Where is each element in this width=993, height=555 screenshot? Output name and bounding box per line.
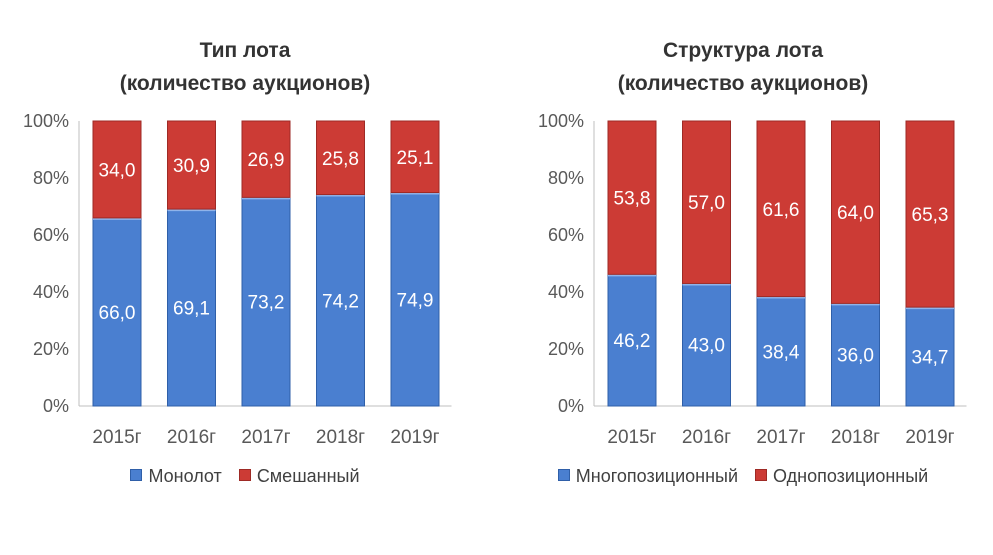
data-label: 65,3: [912, 205, 949, 226]
bar-segment: [607, 273, 657, 407]
data-label: 25,8: [322, 149, 359, 170]
y-tick-label: 60%: [33, 225, 69, 245]
bar-segment: [390, 120, 440, 194]
legend-item-mixed: Смешанный: [238, 466, 360, 487]
data-label: 53,8: [614, 189, 651, 210]
data-label: 30,9: [173, 156, 210, 177]
x-tick-label: 2015г: [92, 427, 141, 448]
y-tick-label: 0%: [43, 396, 69, 416]
bar-segment: [756, 120, 806, 298]
bar-segment: [92, 217, 142, 407]
y-tick-label: 80%: [548, 168, 584, 188]
chart-title: Структура лота (количество аукционов): [498, 34, 988, 100]
y-tick-label: 0%: [558, 396, 584, 416]
x-tick-label: 2018г: [316, 427, 365, 448]
chart-title: Тип лота (количество аукционов): [0, 34, 490, 100]
x-tick-label: 2017г: [241, 427, 290, 448]
bar-segment: [241, 120, 291, 198]
data-label: 46,2: [614, 331, 651, 352]
legend-label: Многопозиционный: [575, 466, 739, 486]
legend-label: Однопозиционный: [773, 466, 929, 486]
data-label: 43,0: [688, 336, 725, 357]
data-label: 69,1: [173, 299, 210, 320]
y-tick-label: 40%: [548, 282, 584, 302]
x-tick-label: 2019г: [390, 427, 439, 448]
bar-segment: [390, 192, 440, 407]
x-tick-label: 2017г: [756, 427, 805, 448]
data-label: 34,7: [912, 348, 949, 369]
bar-segment: [92, 120, 142, 219]
chart-legend: Многопозиционный Однопозиционный: [498, 466, 988, 487]
y-tick-label: 100%: [538, 111, 584, 131]
data-label: 34,0: [99, 160, 136, 181]
chart-lot-structure: Структура лота (количество аукционов) 0%…: [498, 0, 988, 555]
bar-segment: [905, 306, 955, 407]
legend-swatch-red: [755, 469, 768, 481]
legend-label: Смешанный: [256, 466, 360, 486]
data-label: 74,9: [397, 290, 434, 311]
chart-title-line1: Структура лота: [662, 39, 824, 62]
bar-segment: [682, 120, 731, 284]
chart-lot-type: Тип лота (количество аукционов) 0% 20% 40%…: [0, 0, 490, 555]
legend-item-monolot: Монолот: [130, 466, 222, 487]
chart-plot: 0% 20% 40% 60% 80% 100% 46,2 53,8 2015г 43,0 57,0 2…: [538, 111, 967, 448]
data-label: 64,0: [837, 203, 874, 224]
y-tick-label: 100%: [23, 111, 69, 131]
data-label: 57,0: [688, 193, 725, 214]
bar-segment: [905, 120, 955, 308]
legend-swatch-blue: [130, 469, 143, 481]
x-tick-label: 2016г: [682, 427, 731, 448]
data-label: 74,2: [322, 291, 359, 312]
y-tick-label: 40%: [33, 282, 69, 302]
chart-title-line1: Тип лота: [199, 39, 291, 62]
legend-swatch-red: [238, 469, 251, 481]
chart-legend: Монолот Смешанный: [0, 466, 490, 487]
data-label: 61,6: [763, 200, 800, 221]
bar-segment: [756, 296, 806, 407]
data-label: 66,0: [99, 303, 136, 324]
data-label: 73,2: [248, 293, 285, 314]
legend-label: Монолот: [148, 466, 222, 486]
bar-segment: [167, 208, 216, 407]
chart-plot: 0% 20% 40% 60% 80% 100% 66,0 34,0 2015г 69,1 30,9 2…: [23, 111, 452, 448]
x-tick-label: 2018г: [831, 427, 880, 448]
data-label: 38,4: [763, 342, 800, 363]
y-tick-label: 60%: [548, 225, 584, 245]
bar-segment: [241, 196, 291, 407]
y-tick-label: 20%: [33, 339, 69, 359]
y-tick-label: 20%: [548, 339, 584, 359]
bar-segment: [167, 120, 216, 210]
bar-segment: [831, 120, 880, 304]
data-label: 25,1: [397, 148, 434, 169]
x-tick-label: 2016г: [167, 427, 216, 448]
chart-title-line2: (количество аукционов): [617, 72, 869, 95]
y-tick-label: 80%: [33, 168, 69, 188]
bar-segment: [607, 120, 657, 275]
legend-item-multi: Многопозиционный: [557, 466, 739, 487]
x-tick-label: 2019г: [905, 427, 954, 448]
bar-segment: [316, 194, 365, 407]
chart-title-line2: (количество аукционов): [119, 72, 371, 95]
legend-item-single: Однопозиционный: [755, 466, 928, 487]
data-label: 26,9: [248, 150, 285, 171]
legend-swatch-blue: [557, 469, 570, 481]
bar-segment: [316, 120, 365, 196]
bar-segment: [831, 302, 880, 407]
x-tick-label: 2015г: [607, 427, 656, 448]
data-label: 36,0: [837, 346, 874, 367]
